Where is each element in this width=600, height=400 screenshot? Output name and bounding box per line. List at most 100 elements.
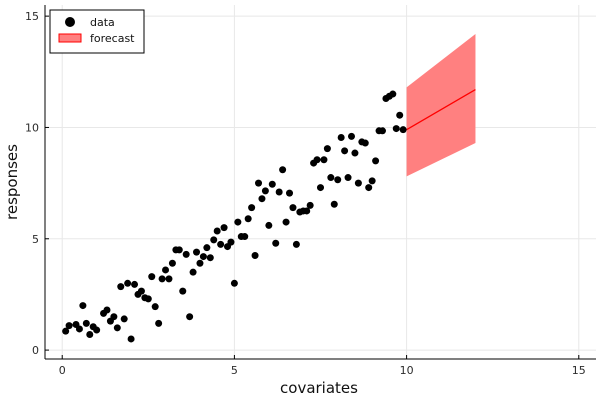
legend-marker-data (65, 17, 75, 27)
data-point (372, 157, 380, 165)
data-point (196, 259, 204, 267)
data-point (317, 184, 324, 192)
y-tick-label: 10 (25, 121, 39, 134)
axes (44, 5, 596, 360)
forecast-line (406, 89, 476, 131)
data-point (258, 195, 266, 203)
data-point (213, 227, 221, 235)
data-point (282, 218, 290, 226)
data-point (327, 174, 335, 182)
data-point (217, 240, 225, 248)
data-point (354, 179, 362, 187)
data-point (389, 90, 397, 98)
data-point (124, 279, 132, 287)
data-point (251, 251, 259, 259)
data-point (313, 156, 321, 164)
data-point (137, 287, 145, 295)
data-point (234, 218, 242, 226)
data-point (117, 283, 125, 291)
data-point (206, 254, 214, 262)
data-point (103, 306, 111, 314)
data-point (272, 239, 280, 247)
tick-labels: 0 5 10 15 0 5 10 15 (25, 10, 586, 377)
data-point (65, 322, 73, 330)
y-tick-label: 15 (25, 10, 39, 23)
data-point (289, 204, 297, 212)
data-point (399, 126, 407, 134)
data-point (396, 111, 404, 119)
data-point (320, 156, 328, 164)
data-point (199, 253, 207, 261)
y-axis-title: responses (3, 144, 21, 220)
data-point (306, 201, 314, 209)
data-point (286, 189, 294, 197)
data-point (62, 327, 70, 335)
data-point (158, 275, 166, 283)
data-point (203, 244, 211, 252)
data-point (193, 248, 201, 256)
data-point (337, 133, 345, 141)
legend: data forecast (49, 9, 145, 54)
legend-box (49, 9, 145, 54)
forecast-layer (406, 33, 476, 177)
data-point (120, 315, 128, 323)
x-tick-label: 10 (400, 364, 414, 377)
data-point (127, 335, 135, 343)
data-point (261, 187, 269, 195)
data-point (303, 207, 311, 215)
data-point (244, 215, 252, 223)
data-point (392, 125, 400, 133)
data-point (365, 184, 373, 192)
data-point (323, 145, 331, 153)
legend-swatch-forecast (58, 33, 82, 43)
data-point (275, 188, 283, 196)
data-point (82, 319, 90, 327)
data-point (113, 324, 121, 332)
data-point (148, 273, 156, 281)
data-point (230, 279, 238, 287)
x-axis-title: covariates (280, 379, 358, 397)
data-point (347, 132, 355, 140)
data-point (292, 240, 300, 248)
data-point (144, 295, 152, 303)
data-point (168, 259, 176, 267)
data-point (189, 268, 197, 276)
data-point (227, 238, 235, 246)
data-point (334, 176, 342, 184)
data-point (361, 139, 369, 147)
y-tick-label: 5 (32, 233, 39, 246)
data-point (79, 302, 87, 310)
data-point (368, 177, 376, 185)
y-tick-label: 0 (32, 344, 39, 357)
data-point (93, 326, 101, 334)
data-point (210, 236, 218, 244)
data-point (344, 174, 352, 182)
data-point (265, 221, 273, 229)
data-point (341, 147, 349, 155)
data-point (220, 224, 228, 232)
data-point (182, 250, 190, 258)
data-points (62, 90, 407, 343)
data-point (151, 303, 159, 311)
data-point (175, 246, 183, 254)
data-point (131, 280, 139, 288)
x-tick-label: 15 (572, 364, 586, 377)
legend-label-forecast: forecast (90, 32, 135, 45)
x-tick-label: 0 (59, 364, 66, 377)
data-point (268, 180, 276, 188)
data-point (86, 331, 94, 339)
data-point (75, 325, 83, 333)
data-point (248, 204, 256, 212)
data-point (155, 319, 163, 327)
grid (45, 5, 596, 359)
data-point (378, 127, 386, 135)
data-point (279, 166, 287, 174)
data-point (351, 149, 359, 157)
data-point (330, 200, 338, 208)
data-point (162, 266, 170, 274)
data-point (241, 233, 249, 241)
data-point (255, 179, 263, 187)
x-tick-label: 5 (231, 364, 238, 377)
forecast-band (406, 33, 476, 177)
